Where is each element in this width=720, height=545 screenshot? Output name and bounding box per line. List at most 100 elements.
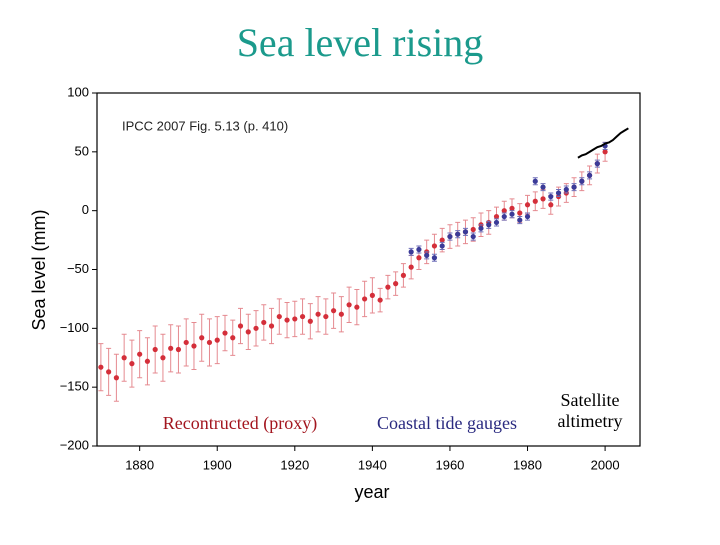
y-tick-label: 0 xyxy=(82,202,89,217)
data-point xyxy=(160,355,166,361)
data-point xyxy=(230,335,236,341)
data-point xyxy=(206,339,213,346)
data-point xyxy=(439,237,445,243)
data-point xyxy=(501,213,507,220)
data-point xyxy=(129,361,135,367)
data-point xyxy=(571,184,577,190)
data-point xyxy=(555,190,562,196)
x-tick-label: 1980 xyxy=(513,457,542,472)
data-point xyxy=(292,316,298,322)
data-point xyxy=(354,304,360,310)
y-tick-label: 50 xyxy=(75,143,89,158)
data-point xyxy=(268,323,275,329)
data-point xyxy=(524,213,531,220)
data-point xyxy=(478,225,484,231)
data-point xyxy=(501,208,507,214)
data-point xyxy=(517,210,523,216)
data-point xyxy=(346,302,352,308)
y-tick-label: −200 xyxy=(60,437,89,452)
x-axis-label: year xyxy=(354,482,389,502)
data-point xyxy=(579,178,585,184)
data-point xyxy=(540,196,546,202)
data-point xyxy=(532,198,538,204)
data-point xyxy=(532,178,538,184)
data-point xyxy=(245,329,251,335)
data-point xyxy=(602,149,608,155)
data-point xyxy=(447,233,453,240)
data-point xyxy=(509,211,515,217)
data-point xyxy=(586,172,593,178)
data-point xyxy=(455,231,461,237)
data-point xyxy=(408,264,414,270)
data-point xyxy=(152,346,158,353)
data-point xyxy=(144,358,151,364)
data-point xyxy=(191,343,197,349)
data-point xyxy=(214,337,220,343)
data-point xyxy=(431,255,438,261)
data-point xyxy=(524,202,531,208)
series-label: Satellite altimetry xyxy=(557,390,623,431)
data-point xyxy=(408,249,414,255)
y-tick-label: −150 xyxy=(60,379,89,394)
data-point xyxy=(377,297,383,303)
data-point xyxy=(369,292,375,298)
data-point xyxy=(431,243,438,249)
data-point xyxy=(222,330,228,336)
data-point xyxy=(106,369,112,375)
data-point xyxy=(98,364,104,370)
data-point xyxy=(330,308,337,314)
data-point xyxy=(338,311,344,317)
data-point xyxy=(276,313,282,320)
data-point xyxy=(261,319,267,326)
data-point xyxy=(517,217,523,223)
data-point xyxy=(416,255,422,261)
data-point xyxy=(493,219,500,226)
y-axis-label: Sea level (mm) xyxy=(29,209,49,330)
data-point xyxy=(470,233,476,240)
data-point xyxy=(323,313,329,320)
x-tick-label: 1940 xyxy=(358,457,387,472)
data-point xyxy=(439,243,445,249)
data-point xyxy=(315,311,321,317)
data-point xyxy=(299,313,306,320)
data-point xyxy=(400,272,407,278)
data-point xyxy=(563,186,569,193)
chart-title: Sea level rising xyxy=(237,20,484,65)
data-point xyxy=(183,339,189,346)
x-tick-label: 2000 xyxy=(591,457,620,472)
data-point xyxy=(462,229,469,235)
series-label: Coastal tide gauges xyxy=(377,413,517,433)
data-point xyxy=(168,345,174,351)
line xyxy=(577,127,629,159)
data-point xyxy=(540,184,546,190)
x-tick-label: 1880 xyxy=(125,457,154,472)
data-point xyxy=(548,193,554,200)
data-point xyxy=(594,161,600,167)
data-point xyxy=(137,351,143,357)
data-point xyxy=(470,226,476,233)
data-point xyxy=(493,213,500,220)
data-point xyxy=(175,346,182,353)
y-tick-label: −100 xyxy=(60,320,89,335)
x-tick-label: 1960 xyxy=(435,457,464,472)
data-point xyxy=(416,246,422,253)
y-tick-label: −50 xyxy=(67,261,89,276)
data-point xyxy=(362,296,368,302)
data-point xyxy=(284,317,290,323)
data-point xyxy=(237,323,244,329)
data-point xyxy=(385,284,391,290)
data-point xyxy=(548,202,554,208)
x-tick-label: 1900 xyxy=(203,457,232,472)
annotation: IPCC 2007 Fig. 5.13 (p. 410) xyxy=(122,118,288,133)
data-point xyxy=(199,335,205,341)
series-label: Recontructed (proxy) xyxy=(162,413,318,433)
data-point xyxy=(509,205,515,211)
data-point xyxy=(307,318,313,324)
data-point xyxy=(486,222,492,228)
data-point xyxy=(393,281,399,287)
data-point xyxy=(424,252,430,258)
x-tick-label: 1920 xyxy=(280,457,309,472)
data-point xyxy=(113,375,119,381)
